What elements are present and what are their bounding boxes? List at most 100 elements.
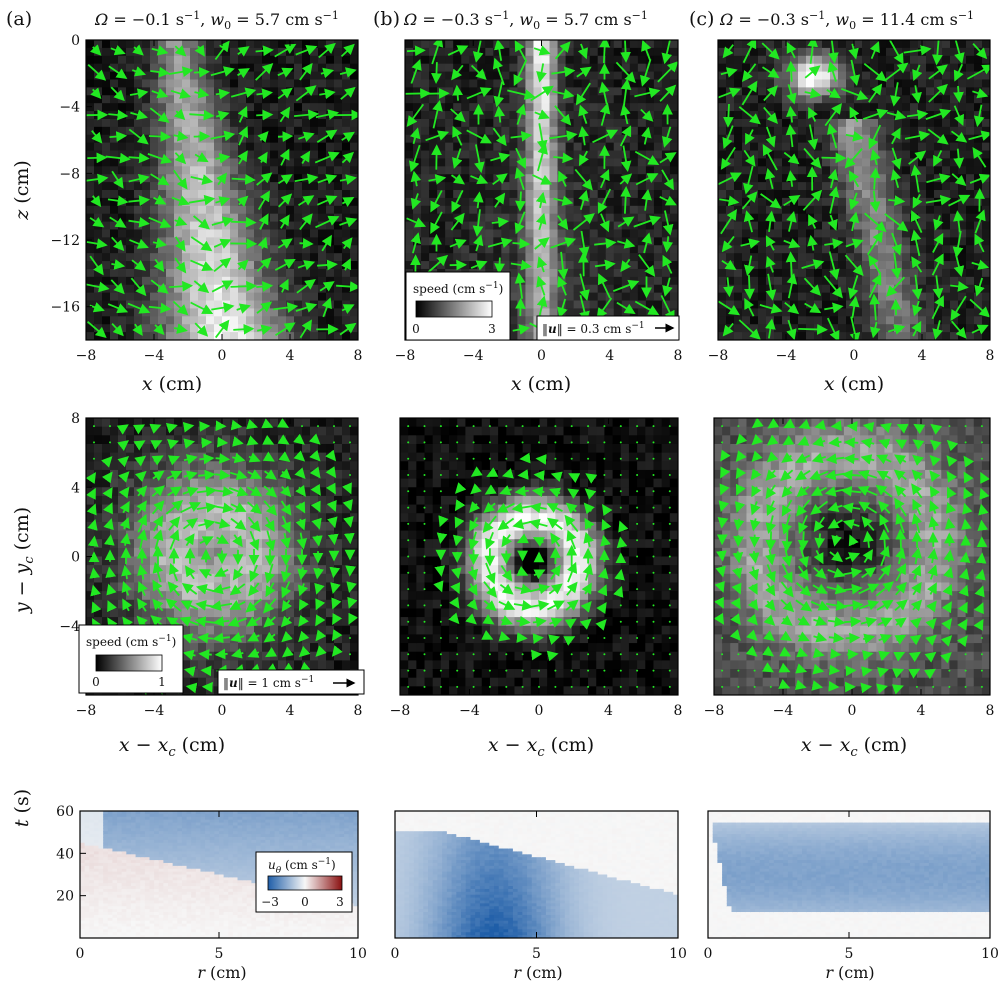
velocity-vector — [339, 174, 357, 185]
heatmap-cell — [166, 205, 175, 215]
heatmap-cell — [150, 55, 159, 65]
heatmap-cell — [806, 316, 815, 325]
heatmap-cell — [86, 608, 95, 618]
heatmap-cell — [222, 103, 231, 112]
heatmap-cell — [286, 79, 295, 88]
velocity-vector — [174, 323, 188, 334]
heatmap-cell — [774, 284, 783, 294]
heatmap-cell — [902, 253, 911, 262]
velocity-vector — [951, 320, 967, 339]
heatmap-cell — [846, 245, 855, 254]
heatmap-cell — [294, 324, 303, 333]
heatmap-cell — [862, 55, 871, 65]
heatmap-cell — [198, 268, 207, 278]
heatmap-cell — [174, 316, 183, 325]
velocity-vector — [827, 214, 838, 231]
velocity-vector — [952, 230, 964, 258]
heatmap-cell — [270, 95, 279, 104]
heatmap-cell — [246, 103, 255, 112]
heatmap-cell — [262, 308, 271, 317]
heatmap-cell — [405, 142, 414, 152]
heatmap-cell — [798, 292, 807, 302]
heatmap-cell — [134, 268, 143, 278]
heatmap-cell — [894, 276, 903, 286]
heatmap-cell — [493, 142, 502, 152]
heatmap-cell — [86, 461, 95, 471]
heatmap-cell — [182, 478, 191, 488]
heatmap-cell — [565, 95, 575, 104]
heatmap-cell — [246, 316, 255, 325]
velocity-vector — [844, 148, 863, 169]
heatmap-cell — [222, 190, 231, 199]
heatmap-cell — [525, 158, 535, 167]
heatmap-cell — [166, 103, 175, 112]
velocity-vector — [129, 88, 149, 99]
heatmap-cell — [966, 47, 975, 57]
velocity-vector — [406, 45, 426, 57]
heatmap-cell — [437, 71, 446, 81]
velocity-vector — [661, 169, 674, 191]
heatmap-cell — [182, 608, 191, 618]
heatmap-cell — [86, 103, 95, 112]
heatmap-cell — [926, 284, 935, 294]
heatmap-cell — [421, 55, 430, 65]
heatmap-cell — [974, 79, 983, 88]
heatmap-cell — [437, 213, 446, 223]
heatmap-cell — [573, 158, 583, 167]
velocity-vector — [931, 40, 943, 66]
heatmap-cell — [902, 308, 911, 317]
heatmap-cell — [318, 182, 327, 191]
heatmap-cell — [94, 142, 103, 152]
heatmap-cell — [629, 174, 639, 183]
velocity-vector — [641, 126, 652, 145]
heatmap-cell — [806, 332, 815, 340]
heatmap-cell — [549, 245, 559, 254]
heatmap-cell — [166, 556, 175, 566]
heatmap-cell — [509, 63, 519, 73]
heatmap-cell — [533, 55, 543, 65]
heatmap-cell — [501, 142, 510, 152]
heatmap-cell — [790, 118, 799, 128]
velocity-vector — [738, 319, 761, 340]
heatmap-cell — [206, 547, 215, 558]
heatmap-cell — [758, 79, 767, 88]
heatmap-cell — [613, 111, 623, 120]
velocity-vector — [514, 167, 526, 191]
heatmap-cell — [342, 79, 351, 88]
heatmap-cell — [270, 103, 279, 112]
heatmap-cell — [166, 63, 175, 73]
heatmap-cell — [814, 213, 823, 223]
heatmap-cell — [653, 95, 663, 104]
heatmap-cell — [222, 205, 231, 215]
heatmap-cell — [270, 134, 279, 144]
heatmap-cell — [750, 261, 759, 270]
heatmap-cell — [334, 292, 343, 302]
velocity-vector — [661, 40, 673, 65]
heatmap-cell — [174, 229, 183, 238]
heatmap-cell — [718, 308, 727, 317]
heatmap-cell — [629, 253, 639, 262]
heatmap-cell — [581, 95, 591, 104]
heatmap-cell — [318, 316, 327, 325]
velocity-vector — [719, 195, 740, 207]
heatmap-cell — [445, 245, 454, 254]
heatmap-cell — [669, 253, 678, 262]
heatmap-cell — [806, 245, 815, 254]
heatmap-cell — [421, 190, 430, 199]
heatmap-cell — [102, 461, 111, 471]
heatmap-cell — [501, 95, 510, 104]
heatmap-cell — [206, 539, 215, 549]
heatmap-cell — [206, 324, 215, 333]
heatmap-cell — [294, 276, 303, 286]
heatmap-cell — [774, 316, 783, 325]
velocity-vector — [720, 208, 737, 235]
heatmap-cell — [94, 461, 103, 471]
heatmap-cell — [589, 79, 599, 88]
heatmap-cell — [182, 95, 191, 104]
heatmap-cell — [942, 229, 951, 238]
heatmap-cell — [766, 229, 775, 238]
heatmap-cell — [334, 71, 343, 81]
velocity-vector — [869, 293, 881, 321]
heatmap-cell — [517, 197, 527, 207]
heatmap-cell — [421, 40, 430, 49]
